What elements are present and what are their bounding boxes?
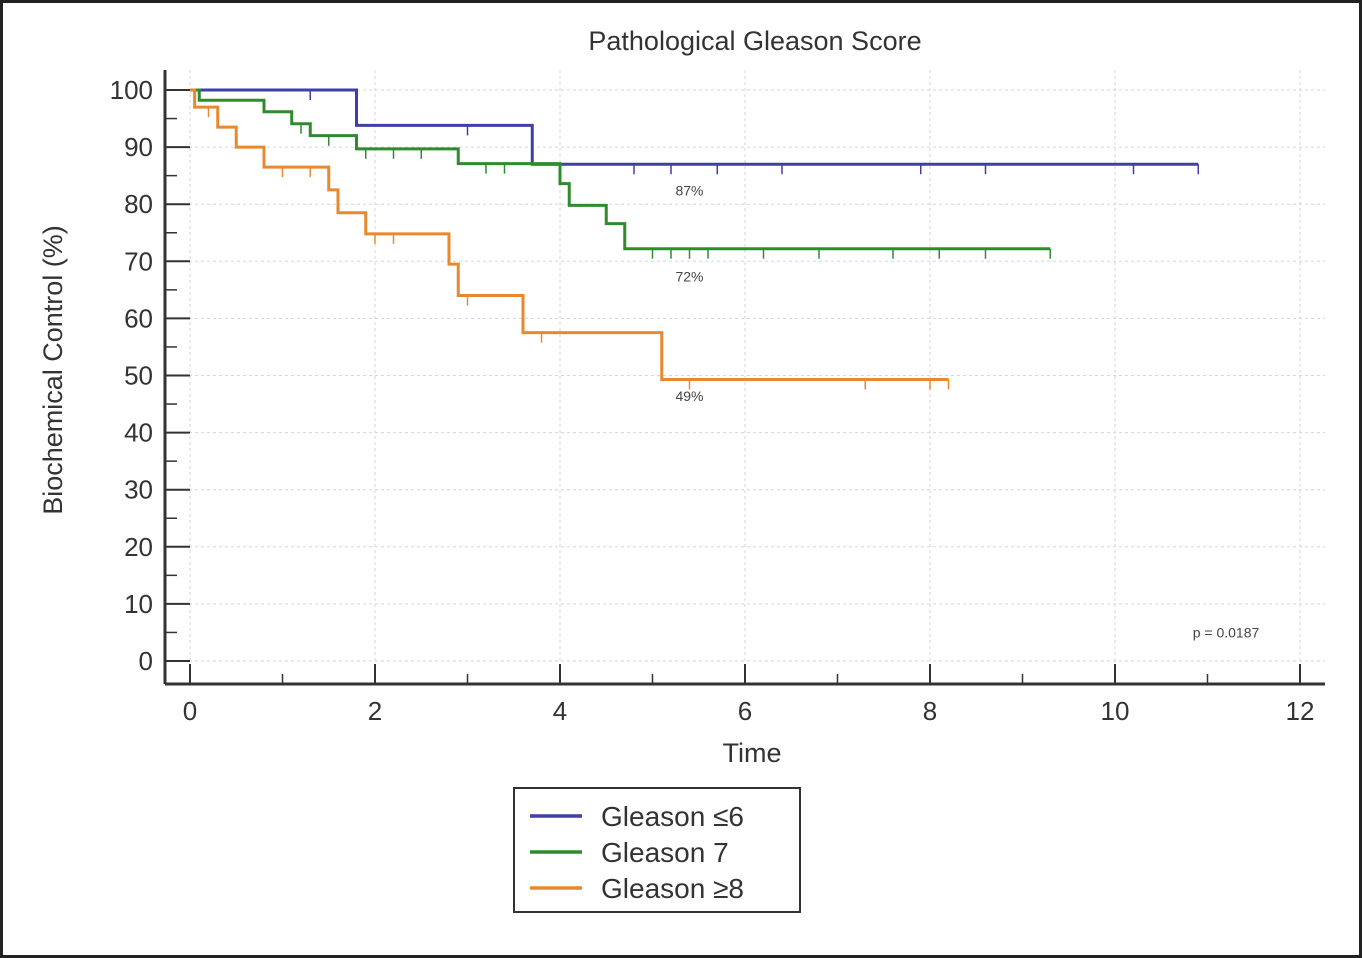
y-tick-label: 90 [124,132,153,162]
legend-label: Gleason ≥8 [601,873,744,904]
series-1 [190,88,1199,175]
annotation-label: 49% [675,388,703,404]
annotations: 87% 72% 49% p = 0.0187 [675,183,1259,641]
x-tick-label: 8 [923,696,937,726]
legend-label: Gleason 7 [601,837,729,868]
y-tick-label: 0 [139,646,153,676]
x-tick-label: 4 [553,696,567,726]
survival-curve [190,88,1051,251]
annotation-label: p = 0.0187 [1193,625,1260,641]
tick-labels: 0 10 20 30 40 50 60 70 80 90 100 0 2 4 6 8 10 12 [110,75,1315,726]
y-axis-title: Biochemical Control (%) [38,225,68,515]
series-layer [190,88,1199,390]
y-tick-label: 100 [110,75,153,105]
y-tick-label: 20 [124,532,153,562]
x-tick-label: 2 [368,696,382,726]
x-tick-label: 6 [738,696,752,726]
annotation-label: 72% [675,268,703,284]
x-tick-label: 10 [1101,696,1130,726]
chart-title: Pathological Gleason Score [588,26,921,56]
y-tick-label: 70 [124,246,153,276]
y-tick-label: 80 [124,189,153,219]
annotation-label: 87% [675,183,703,199]
legend: Gleason ≤6 Gleason 7 Gleason ≥8 [513,787,801,913]
x-tick-label: 12 [1286,696,1315,726]
survival-curve [190,88,1199,166]
y-tick-label: 50 [124,361,153,391]
series-2 [190,88,1051,259]
ticks [165,89,1301,684]
y-tick-label: 10 [124,589,153,619]
grid [165,70,1325,684]
legend-box [513,787,801,913]
y-tick-label: 40 [124,418,153,448]
x-axis-title: Time [723,738,782,768]
y-tick-label: 30 [124,475,153,505]
legend-label: Gleason ≤6 [601,801,744,832]
series-3 [190,88,950,390]
survival-curve [190,88,949,381]
y-tick-label: 60 [124,303,153,333]
x-tick-label: 0 [183,696,197,726]
